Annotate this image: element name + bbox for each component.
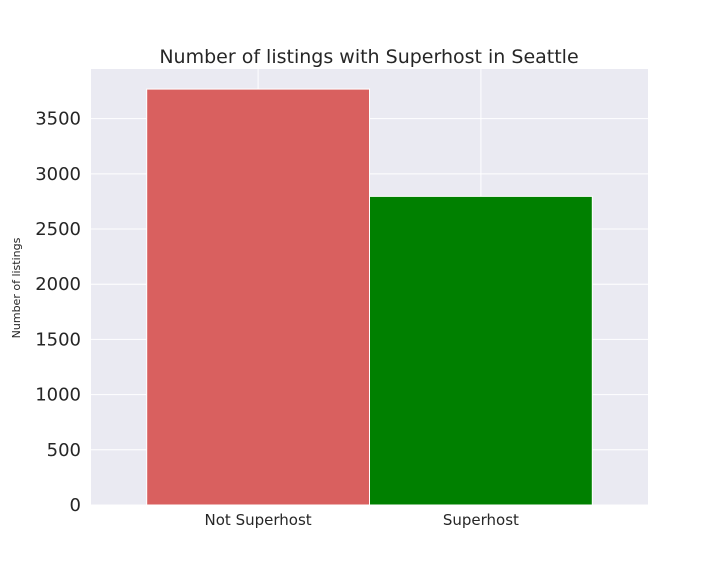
x-tick-label: Superhost [443,511,519,529]
x-tick-label: Not Superhost [205,511,312,529]
y-tick-label: 3500 [35,109,81,130]
bar-superhost [369,195,593,506]
bar-not-superhost [146,88,370,506]
y-tick-label: 1000 [35,385,81,406]
y-tick-label: 2000 [35,274,81,295]
y-axis-ticks: 0 500 1000 1500 2000 2500 3000 3500 [35,109,81,516]
y-tick-label: 3000 [35,164,81,185]
y-tick-label: 2500 [35,219,81,240]
y-axis-label: Number of listings [10,237,23,338]
y-tick-label: 0 [70,495,81,516]
bars [146,88,593,506]
x-axis-ticks: Not Superhost Superhost [205,511,520,529]
chart-title: Number of listings with Superhost in Sea… [159,46,578,68]
y-tick-label: 500 [47,440,81,461]
y-tick-label: 1500 [35,329,81,350]
